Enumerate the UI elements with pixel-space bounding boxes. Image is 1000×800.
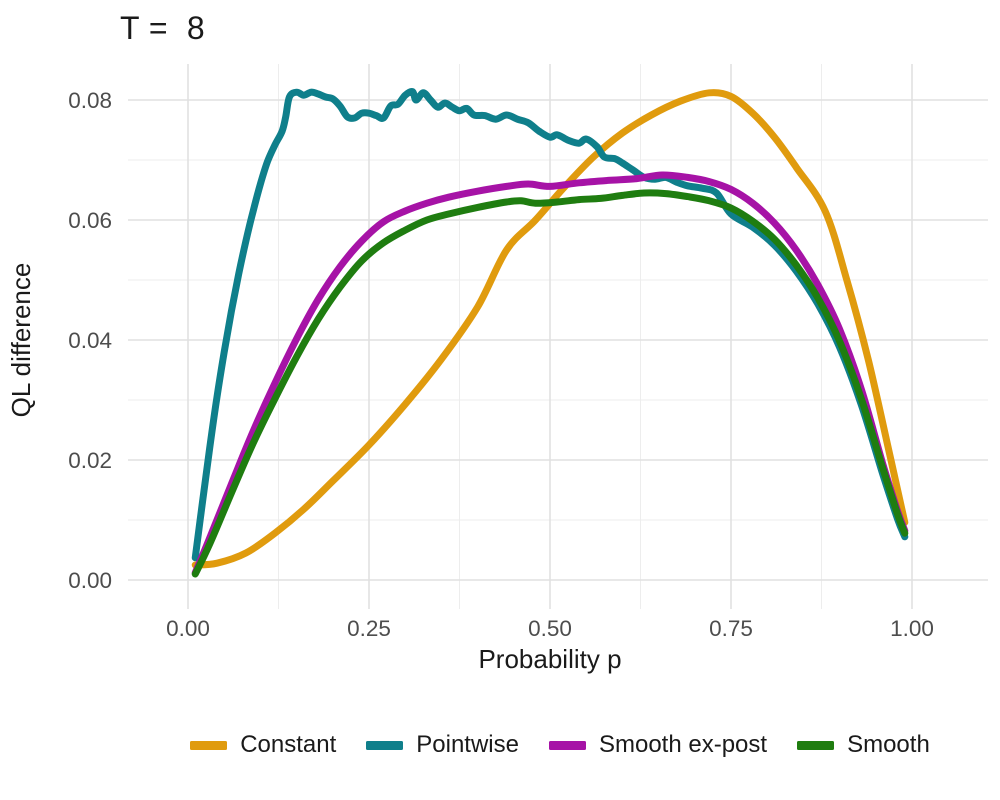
grid-major-lines [128, 64, 988, 609]
y-axis-title: QL difference [6, 263, 36, 418]
legend-label: Smooth [847, 731, 930, 758]
legend: Constant Pointwise Smooth ex-post Smooth [130, 724, 990, 766]
x-tick-label: 1.00 [890, 616, 934, 641]
y-tick-label: 0.06 [68, 208, 112, 233]
legend-key-swatch [548, 740, 586, 750]
plot-area: 0.00 0.25 0.50 0.75 1.00 0.000.020.040.060.0… [6, 64, 988, 674]
series-line-smooth-ex-post [191, 171, 909, 577]
legend-key-swatch [797, 740, 835, 750]
x-tick-label: 0.00 [166, 616, 210, 641]
legend-label: Constant [240, 731, 337, 758]
legend-key-swatch [190, 740, 228, 750]
x-axis-title: Probability p [478, 644, 621, 674]
legend-label: Pointwise [416, 731, 519, 758]
plot-title: T = 8 [120, 10, 206, 46]
legend-key-swatch [366, 740, 404, 750]
legend-label: Smooth ex-post [598, 731, 768, 758]
x-tick-label: 0.50 [528, 616, 572, 641]
y-tick-label: 0.02 [68, 448, 112, 473]
legend-item-smooth-ex-post: Smooth ex-post [548, 731, 768, 759]
y-tick-label: 0.04 [68, 328, 112, 353]
series-line-smooth [191, 189, 909, 578]
series-line-pointwise [191, 87, 909, 562]
series-lines [191, 87, 909, 578]
y-tick-label: 0.08 [68, 88, 112, 113]
x-axis-tick-labels: 0.00 0.25 0.50 0.75 1.00 [166, 616, 934, 641]
legend-item-constant: Constant [190, 731, 336, 759]
legend-item-smooth: Smooth [797, 731, 930, 759]
x-tick-label: 0.75 [709, 616, 753, 641]
legend-item-pointwise: Pointwise [366, 731, 519, 759]
y-axis-tick-labels: 0.00 0.02 0.04 0.06 0.08 [68, 88, 112, 593]
y-tick-label: 0.00 [68, 568, 112, 593]
x-tick-label: 0.25 [347, 616, 391, 641]
